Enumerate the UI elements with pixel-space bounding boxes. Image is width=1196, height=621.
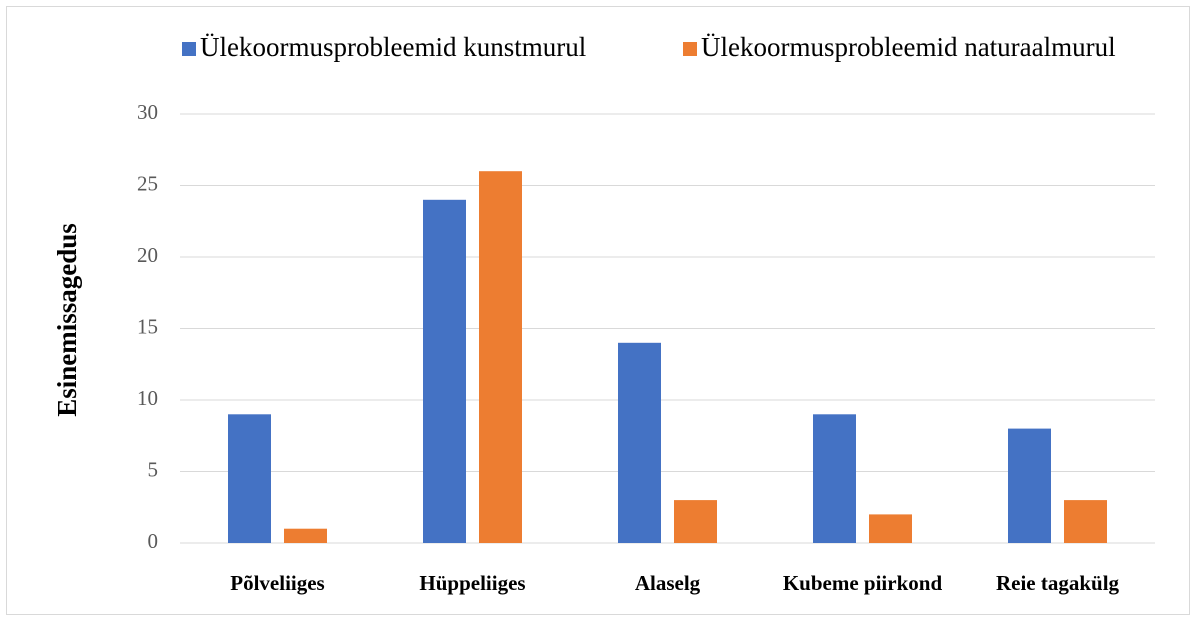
legend-label: Ülekoormusprobleemid kunstmurul	[200, 32, 586, 62]
y-tick-label: 25	[137, 171, 158, 195]
x-tick-label: Alaselg	[635, 571, 701, 595]
bar	[618, 342, 661, 543]
bar	[1008, 428, 1051, 543]
y-tick-label: 10	[137, 386, 158, 410]
y-tick-label: 30	[137, 100, 158, 124]
x-tick-label: Kubeme piirkond	[783, 571, 943, 595]
bar	[284, 528, 327, 543]
bar	[869, 514, 912, 543]
bar	[1064, 500, 1107, 543]
x-tick-label: Reie tagakülg	[996, 571, 1120, 595]
bar	[813, 414, 856, 543]
legend-swatch	[683, 42, 697, 56]
bar	[674, 500, 717, 543]
legend-label: Ülekoormusprobleemid naturaalmurul	[701, 32, 1116, 62]
bar	[479, 171, 522, 543]
bar	[228, 414, 271, 543]
y-tick-label: 20	[137, 243, 158, 267]
chart-border	[6, 6, 1190, 615]
x-tick-label: Põlveliiges	[230, 571, 324, 595]
y-axis-label: Esinemissagedus	[52, 223, 82, 417]
y-tick-label: 15	[137, 314, 158, 338]
legend-swatch	[182, 42, 196, 56]
y-tick-label: 5	[148, 457, 159, 481]
y-tick-label: 0	[148, 529, 159, 553]
x-tick-label: Hüppeliiges	[419, 571, 525, 595]
bar	[423, 199, 466, 544]
